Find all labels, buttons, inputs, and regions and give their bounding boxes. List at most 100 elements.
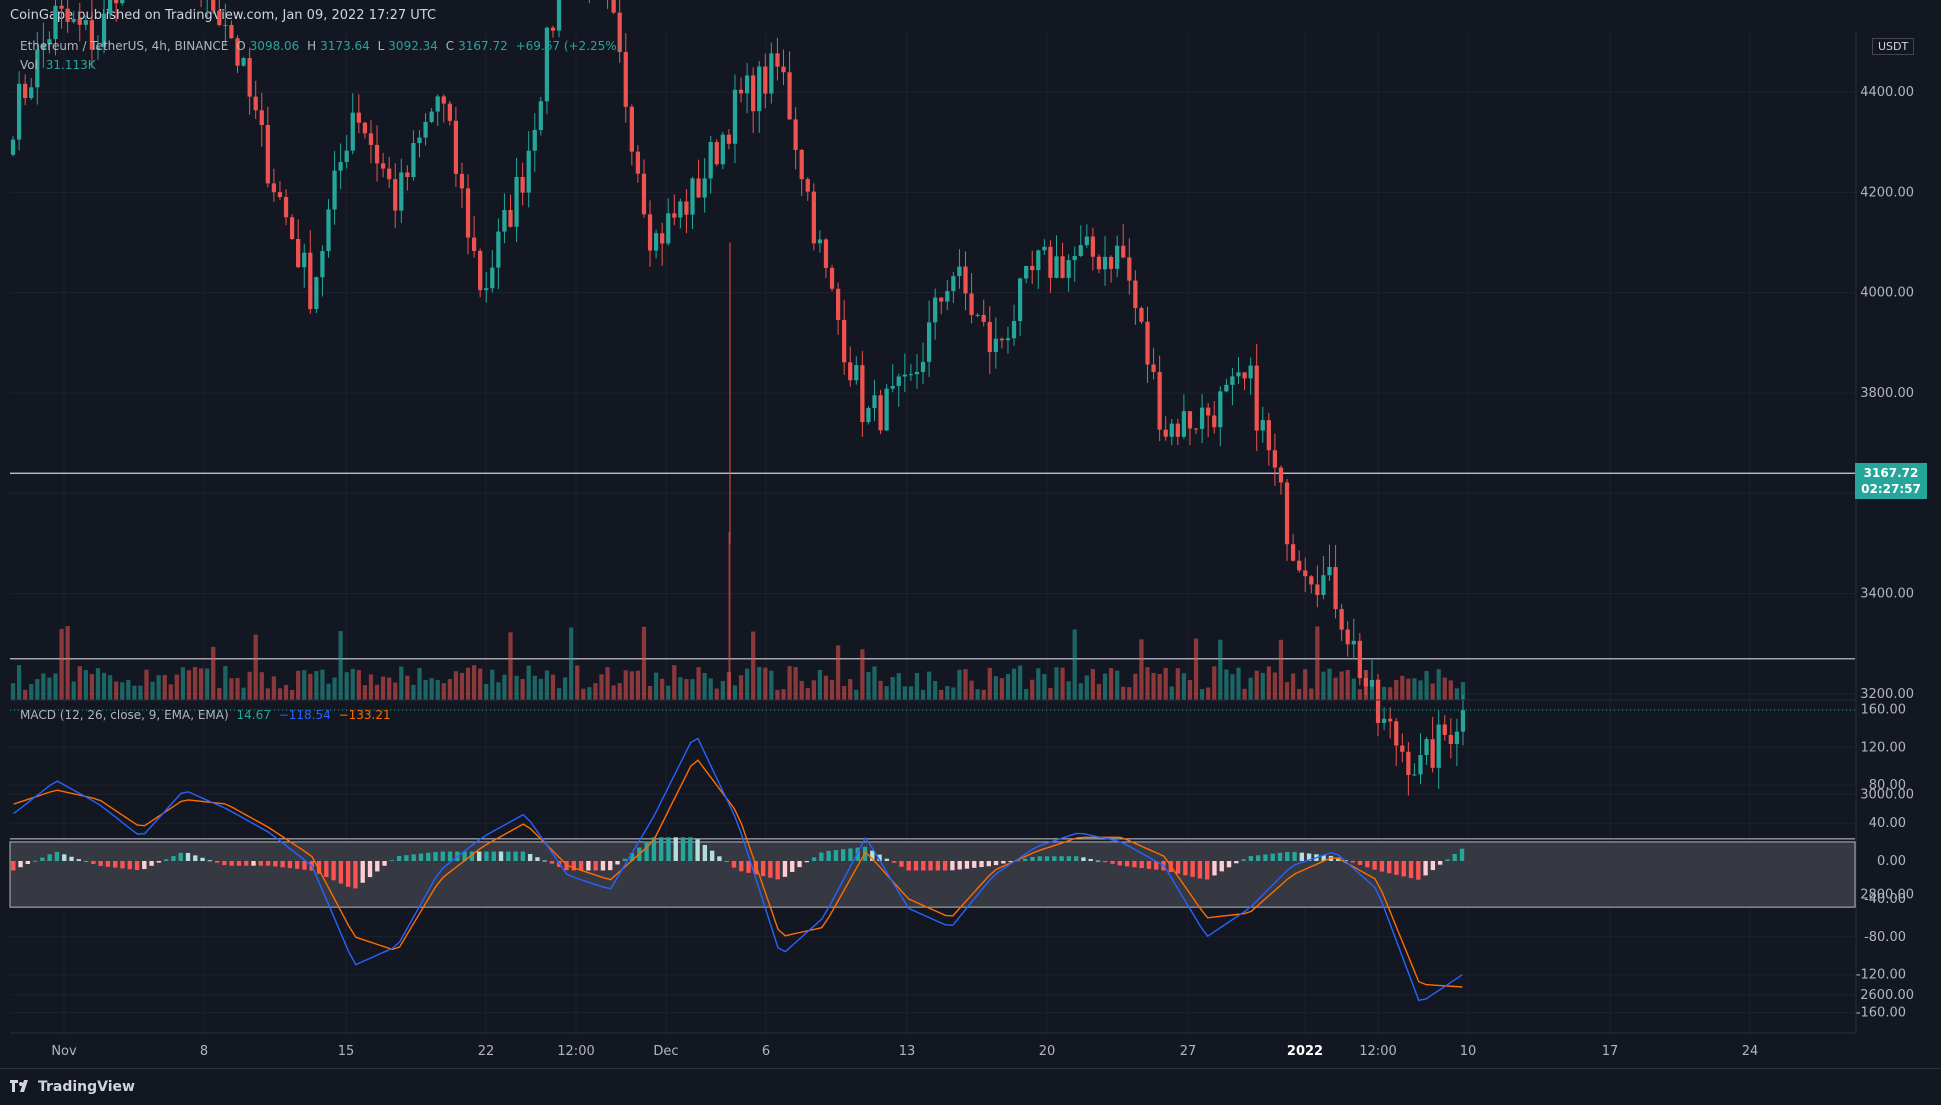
macd-histogram-bar xyxy=(1226,861,1232,868)
candle-body xyxy=(1400,745,1405,752)
volume-bar xyxy=(423,680,428,700)
macd-histogram-bar xyxy=(484,851,489,861)
volume-bar xyxy=(1460,682,1466,700)
volume-bar xyxy=(484,684,489,700)
macd-histogram-bar xyxy=(600,861,606,871)
low-label: L xyxy=(377,39,385,53)
macd-histogram-bar xyxy=(477,851,482,861)
candle-body xyxy=(617,12,622,53)
volume-bar xyxy=(860,649,865,700)
candle-body xyxy=(550,27,556,31)
volume-label: Vol xyxy=(20,58,38,72)
volume-bar xyxy=(939,689,944,700)
macd-histogram-bar xyxy=(549,861,555,864)
volume-bar xyxy=(1078,683,1083,700)
volume-bar xyxy=(114,681,119,700)
candle-body xyxy=(1363,678,1369,687)
volume-bar xyxy=(296,670,301,700)
currency-label[interactable]: USDT xyxy=(1872,38,1915,55)
candle-body xyxy=(1315,584,1320,595)
volume-bar xyxy=(1345,669,1350,700)
candle-body xyxy=(338,161,343,171)
candle-body xyxy=(10,139,16,155)
tradingview-logo[interactable]: TradingView xyxy=(10,1079,135,1095)
volume-bar xyxy=(132,685,137,700)
volume-bar xyxy=(957,669,962,700)
volume-bar xyxy=(1102,673,1108,700)
candle-body xyxy=(101,13,107,48)
macd-histogram-bar xyxy=(1452,854,1457,861)
macd-histogram-bar xyxy=(535,857,540,861)
volume-bar xyxy=(144,669,149,700)
macd-histogram-bar xyxy=(265,861,271,866)
volume-bar xyxy=(283,684,289,700)
candle-body xyxy=(678,201,683,218)
volume-bar xyxy=(920,689,926,700)
volume-bar xyxy=(933,680,938,700)
candle-body xyxy=(435,96,440,112)
macd-histogram-bar xyxy=(942,861,948,871)
volume-bar xyxy=(1042,674,1047,700)
candle-body xyxy=(1260,420,1265,431)
macd-histogram-bar xyxy=(717,856,722,861)
macd-histogram-bar xyxy=(69,856,74,861)
low-value: 3092.34 xyxy=(388,39,438,53)
volume-bar xyxy=(168,684,173,700)
macd-tick-label: -40.00 xyxy=(1864,892,1906,907)
candle-body xyxy=(1254,365,1259,431)
macd-histogram-bar xyxy=(83,861,89,862)
volume-bar xyxy=(1157,673,1162,700)
macd-tick-label: -120.00 xyxy=(1856,968,1906,983)
candle-body xyxy=(811,191,816,244)
macd-histogram-bar xyxy=(258,861,263,866)
candle-body xyxy=(332,170,337,210)
macd-histogram-bar xyxy=(688,837,693,861)
volume-bar xyxy=(1424,670,1429,700)
volume-bar xyxy=(811,680,816,700)
candle-body xyxy=(611,0,616,13)
candle-body xyxy=(629,106,634,152)
candle-body xyxy=(478,250,483,291)
volume-bar xyxy=(1163,667,1168,700)
volume-bars xyxy=(10,532,1466,700)
volume-bar xyxy=(1272,672,1278,700)
macd-histogram-bar xyxy=(404,855,409,861)
symbol-legend: Ethereum / TetherUS, 4h, BINANCE O 3098.0… xyxy=(20,39,625,53)
macd-histogram-bar xyxy=(1234,861,1239,864)
volume-bar xyxy=(514,675,519,700)
price-tick-label: 3400.00 xyxy=(1860,587,1914,602)
candle-body xyxy=(1090,236,1096,257)
volume-bar xyxy=(581,688,586,700)
macd-histogram-bar xyxy=(542,860,547,862)
candle-body xyxy=(933,297,938,323)
price-tick-label: 4400.00 xyxy=(1860,85,1914,100)
macd-histogram-bar xyxy=(113,861,118,868)
volume-bar xyxy=(65,626,70,700)
volume-bar xyxy=(908,686,914,700)
macd-histogram-bar xyxy=(1423,861,1428,876)
candle-body xyxy=(817,239,823,244)
macd-histogram-bar xyxy=(338,861,344,884)
macd-histogram-bar xyxy=(1139,861,1144,869)
macd-histogram-bar xyxy=(251,861,256,866)
price-chart[interactable]: 4600.004400.004200.004000.003800.003600.… xyxy=(0,0,1941,1068)
volume-bar xyxy=(1442,677,1447,700)
macd-histogram-bar xyxy=(921,861,926,871)
macd-histogram-bar xyxy=(877,854,882,861)
candle-body xyxy=(95,47,101,50)
volume-bar xyxy=(259,672,264,700)
volume-bar xyxy=(59,628,64,700)
macd-histogram-bar xyxy=(11,861,16,871)
macd-histogram-bar xyxy=(1095,860,1101,862)
volume-bar xyxy=(1369,684,1375,700)
candle-body xyxy=(1054,256,1059,278)
candle-body xyxy=(726,134,732,144)
volume-bar xyxy=(47,677,52,700)
candle-body xyxy=(1351,640,1356,645)
volume-bar xyxy=(532,675,537,700)
macd-tick-label: 160.00 xyxy=(1861,702,1907,717)
volume-bar xyxy=(538,678,543,700)
macd-histogram-bar xyxy=(1219,861,1224,872)
candle-body xyxy=(1266,420,1271,451)
candle-body xyxy=(23,83,28,99)
